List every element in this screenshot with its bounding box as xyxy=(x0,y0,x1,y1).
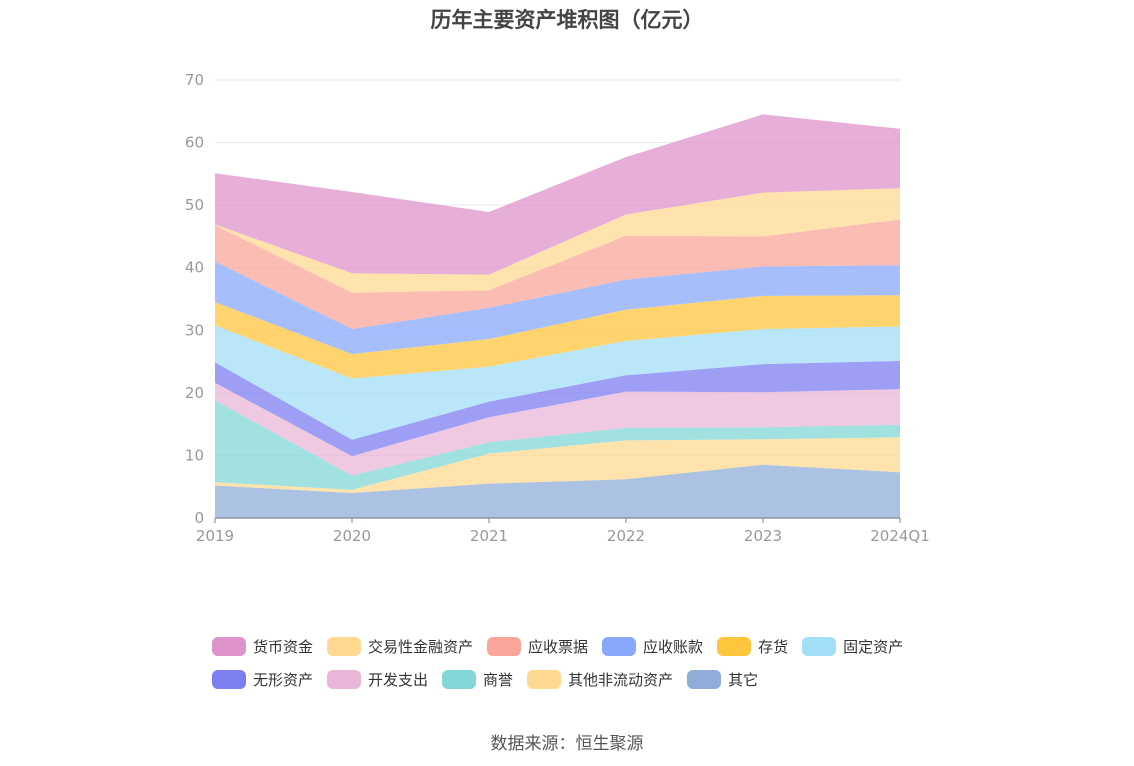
y-tick-label: 60 xyxy=(185,134,204,152)
x-tick-label: 2021 xyxy=(470,527,508,545)
legend-item[interactable]: 交易性金融资产 xyxy=(327,636,473,657)
legend-label: 无形资产 xyxy=(253,671,314,689)
legend-item[interactable]: 无形资产 xyxy=(212,669,313,690)
x-tick-label: 2022 xyxy=(607,527,645,545)
area-series-固定资产 xyxy=(215,325,900,440)
axes: 0 10 20 30 40 50 60 70 2019 2020 2021 2022 2023 2024Q… xyxy=(185,71,930,545)
area-series-无形资产 xyxy=(215,360,900,457)
area-series-开发支出 xyxy=(215,382,900,476)
y-tick-label: 50 xyxy=(185,196,204,214)
legend-label: 固定资产 xyxy=(843,638,904,656)
y-tick-label: 10 xyxy=(185,446,204,464)
area-series-商誉 xyxy=(215,400,900,490)
legend-item[interactable]: 其它 xyxy=(687,669,758,690)
legend-swatch xyxy=(687,670,722,689)
legend-row: 无形资产 开发支出 商誉 其他非流动资产 其它 xyxy=(212,663,972,696)
legend-swatch xyxy=(327,637,362,656)
x-tick-label: 2024Q1 xyxy=(870,527,930,545)
legend-label: 应收票据 xyxy=(528,638,589,656)
legend-item[interactable]: 应收票据 xyxy=(487,636,588,657)
legend-label: 其它 xyxy=(728,671,759,689)
x-tick-label: 2019 xyxy=(196,527,234,545)
legend-item[interactable]: 商誉 xyxy=(442,669,513,690)
legend-item[interactable]: 开发支出 xyxy=(327,669,428,690)
x-tick-label: 2023 xyxy=(744,527,782,545)
legend-row: 货币资金 交易性金融资产 应收票据 应收账款 存货 固定资产 xyxy=(212,630,972,663)
legend-item[interactable]: 固定资产 xyxy=(802,636,903,657)
area-series-其他非流动资产 xyxy=(215,437,900,493)
y-tick-label: 70 xyxy=(185,71,204,89)
area-series-应收账款 xyxy=(215,261,900,355)
area-series-其它 xyxy=(215,464,900,518)
x-tick-label: 2020 xyxy=(333,527,371,545)
legend-swatch xyxy=(602,637,637,656)
y-tick-label: 40 xyxy=(185,259,204,277)
legend-item[interactable]: 其他非流动资产 xyxy=(527,669,673,690)
y-tick-label: 20 xyxy=(185,384,204,402)
y-tick-label: 0 xyxy=(194,509,204,527)
legend-swatch xyxy=(442,670,477,689)
legend-label: 应收账款 xyxy=(643,638,704,656)
legend-label: 货币资金 xyxy=(253,638,314,656)
legend-swatch xyxy=(527,670,562,689)
legend-label: 其他非流动资产 xyxy=(568,671,674,689)
area-series-存货 xyxy=(215,295,900,379)
legend-swatch xyxy=(802,637,837,656)
chart-title: 历年主要资产堆积图（亿元） xyxy=(430,8,704,32)
area-series-应收票据 xyxy=(215,219,900,329)
legend-item[interactable]: 货币资金 xyxy=(212,636,313,657)
legend-item[interactable]: 存货 xyxy=(717,636,788,657)
legend-swatch xyxy=(717,637,752,656)
legend-swatch xyxy=(212,637,246,656)
legend-label: 交易性金融资产 xyxy=(368,638,474,656)
source-note: 数据来源：恒生聚源 xyxy=(490,734,644,754)
legend-swatch xyxy=(487,637,522,656)
y-tick-label: 30 xyxy=(185,321,204,339)
legend-item[interactable]: 应收账款 xyxy=(602,636,703,657)
area-series xyxy=(215,114,900,518)
area-series-交易性金融资产 xyxy=(215,188,900,293)
area-series-货币资金 xyxy=(215,114,900,275)
legend-label: 存货 xyxy=(758,638,789,656)
legend-swatch xyxy=(327,670,362,689)
legend: 货币资金 交易性金融资产 应收票据 应收账款 存货 固定资产 无形资产 开发支出 商誉 其他非流… xyxy=(212,630,972,696)
legend-label: 商誉 xyxy=(483,671,514,689)
legend-swatch xyxy=(212,670,246,689)
legend-label: 开发支出 xyxy=(368,671,429,689)
